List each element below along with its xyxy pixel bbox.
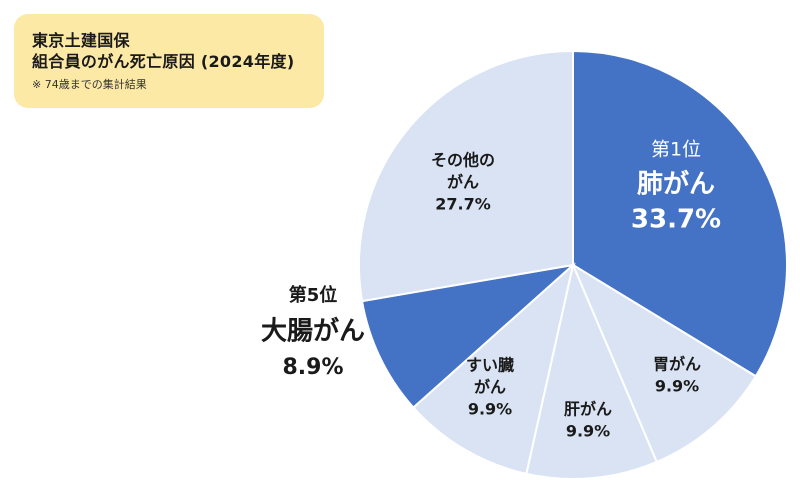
pie-slice bbox=[570, 262, 758, 464]
slice-label: 9.9% bbox=[468, 400, 512, 419]
pie-slice bbox=[572, 49, 788, 378]
pie-slice bbox=[357, 49, 574, 303]
chart-title-line1: 東京土建国保 bbox=[32, 31, 130, 50]
pie-slice bbox=[411, 262, 575, 476]
slice-label: すい臓 bbox=[466, 356, 514, 375]
chart-note: ※ 74歳までの集計結果 bbox=[32, 78, 147, 91]
pie-slices bbox=[357, 49, 788, 480]
slice-label: 33.7% bbox=[631, 205, 721, 235]
slice-label: 9.9% bbox=[566, 422, 610, 441]
slice-label: 肝がん bbox=[564, 400, 612, 419]
slice-label: 第1位 bbox=[651, 139, 701, 161]
slice-label: 8.9% bbox=[282, 355, 343, 380]
slice-label: 9.9% bbox=[655, 377, 699, 396]
slice-label: 第5位 bbox=[289, 284, 338, 306]
slice-label: 胃がん bbox=[653, 355, 701, 374]
pie-slice bbox=[360, 263, 577, 409]
title-box: 東京土建国保 組合員のがん死亡原因 (2024年度) ※ 74歳までの集計結果 bbox=[14, 14, 324, 108]
pie-slice bbox=[525, 261, 659, 480]
slice-label: 27.7% bbox=[435, 195, 491, 214]
slice-label: がん bbox=[474, 378, 506, 397]
slice-label: その他の bbox=[431, 151, 495, 170]
slice-label: がん bbox=[447, 173, 479, 192]
pie-labels: 第1位肺がん33.7%胃がん9.9%肝がん9.9%すい臓がん9.9%第5位大腸が… bbox=[261, 139, 721, 441]
slice-label: 大腸がん bbox=[261, 316, 365, 347]
slice-label: 肺がん bbox=[637, 169, 715, 200]
chart-title-line2: 組合員のがん死亡原因 (2024年度) bbox=[32, 52, 295, 71]
